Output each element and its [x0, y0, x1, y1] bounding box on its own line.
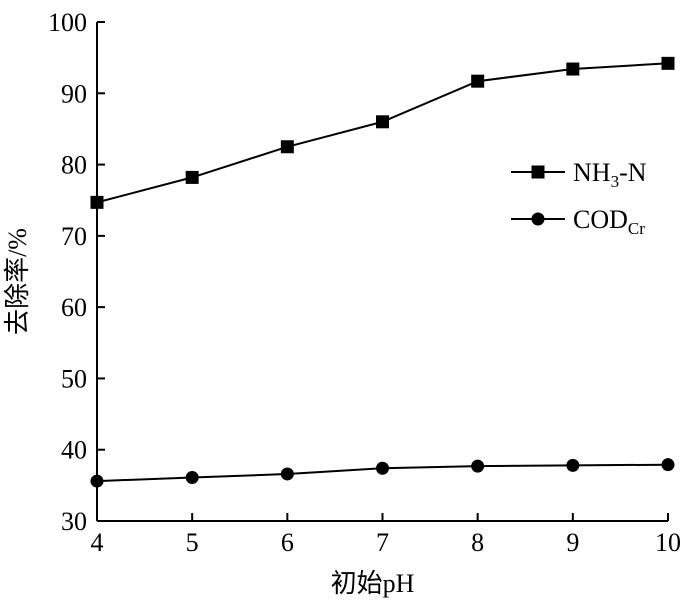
x-tick-label: 7 [376, 528, 389, 557]
data-point-nh3n [185, 170, 199, 184]
y-axis-label: 去除率/% [3, 228, 32, 335]
data-point-codcr [566, 458, 580, 472]
data-point-nh3n [376, 115, 389, 129]
legend-marker-nh3n [531, 165, 545, 179]
y-tick-label: 70 [61, 222, 87, 251]
data-point-nh3n [566, 62, 580, 76]
x-tick-label: 9 [566, 528, 579, 557]
data-point-nh3n [471, 74, 485, 88]
data-point-nh3n [661, 56, 675, 70]
x-tick-label: 4 [91, 528, 104, 557]
data-point-codcr [661, 458, 675, 472]
chart-legend: NH3-N CODCr [511, 158, 647, 238]
data-point-codcr [90, 474, 104, 488]
data-point-codcr [280, 467, 294, 481]
x-tick-label: 8 [471, 528, 484, 557]
data-point-codcr [185, 471, 199, 485]
y-tick-label: 30 [61, 507, 87, 536]
data-point-codcr [376, 461, 389, 475]
legend-marker-codcr [531, 212, 545, 226]
y-tick-label: 90 [61, 79, 87, 108]
chart-axes: 4 5 6 7 8 9 10 30 40 50 60 70 80 90 100 [48, 8, 681, 557]
legend-label-codcr: CODCr [573, 205, 645, 238]
y-tick-label: 40 [61, 436, 87, 465]
x-tick-label: 10 [655, 528, 681, 557]
x-tick-label: 6 [281, 528, 294, 557]
legend-label-nh3n: NH3-N [573, 158, 647, 191]
y-tick-label: 100 [48, 8, 87, 37]
y-tick-label: 60 [61, 293, 87, 322]
y-tick-label: 80 [61, 151, 87, 180]
chart-series [90, 56, 675, 488]
x-tick-label: 5 [186, 528, 199, 557]
y-tick-label: 50 [61, 364, 87, 393]
data-point-codcr [471, 459, 485, 473]
x-axis-label: 初始pH [331, 569, 415, 598]
data-point-nh3n [280, 140, 294, 154]
data-point-nh3n [90, 195, 104, 209]
